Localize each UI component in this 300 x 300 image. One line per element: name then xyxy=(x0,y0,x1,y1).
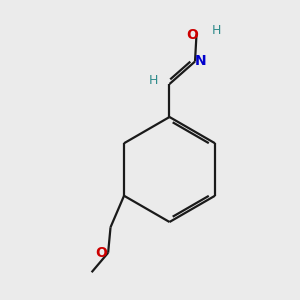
Text: H: H xyxy=(211,24,221,38)
Text: N: N xyxy=(195,54,207,68)
Text: H: H xyxy=(148,74,158,88)
Text: O: O xyxy=(96,246,107,260)
Text: O: O xyxy=(186,28,198,41)
